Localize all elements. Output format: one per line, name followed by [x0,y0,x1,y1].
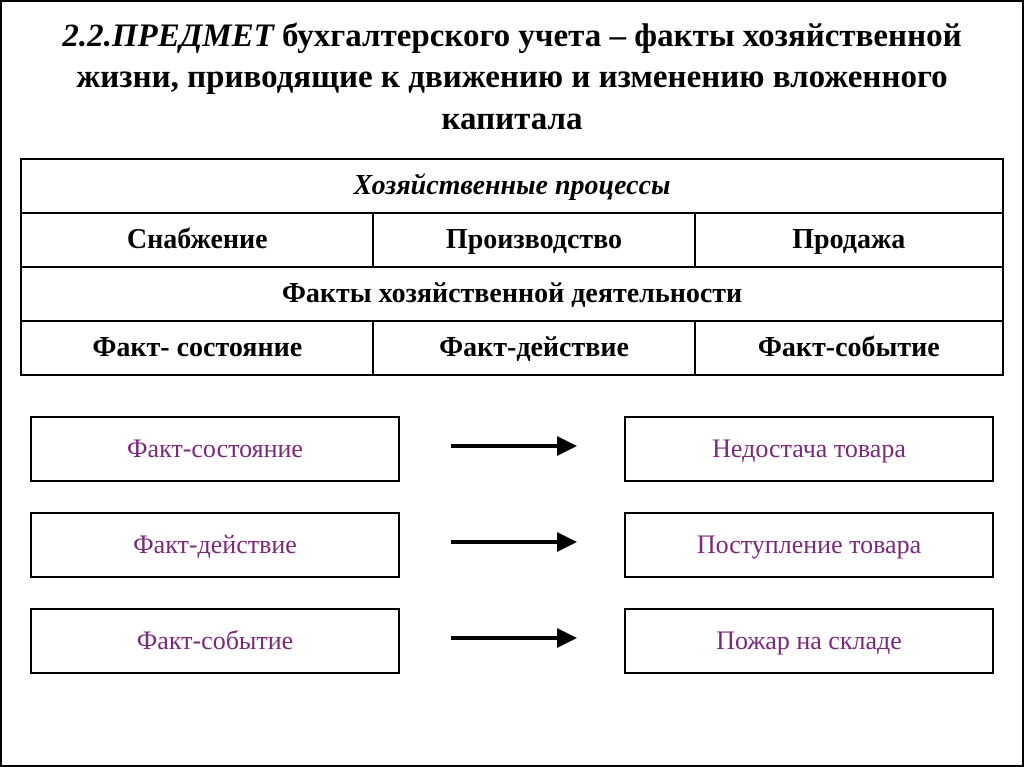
cell-fact-state: Факт- состояние [21,321,373,375]
pair-right-box: Недостача товара [624,416,994,482]
pairs-area: Факт-состояние Недостача товара Факт-дей… [20,416,1004,674]
cell-supply: Снабжение [21,213,373,267]
title-prefix: 2.2.ПРЕДМЕТ [62,18,273,54]
arrow-cell [400,434,624,463]
table-row-facts: Факт- состояние Факт-действие Факт-событ… [21,321,1003,375]
header-cell-processes: Хозяйственные процессы [21,159,1003,213]
page-title: 2.2.ПРЕДМЕТ бухгалтерского учета – факты… [20,16,1004,140]
table-row-processes: Снабжение Производство Продажа [21,213,1003,267]
pair-left-box: Факт-состояние [30,416,400,482]
table-header-2: Факты хозяйственной деятельности [21,267,1003,321]
cell-sale: Продажа [695,213,1003,267]
pair-row: Факт-событие Пожар на складе [30,608,994,674]
pair-right-box: Пожар на складе [624,608,994,674]
pair-left-box: Факт-событие [30,608,400,674]
main-table: Хозяйственные процессы Снабжение Произво… [20,158,1004,376]
arrow-icon [447,434,577,458]
header-cell-facts: Факты хозяйственной деятельности [21,267,1003,321]
cell-fact-event: Факт-событие [695,321,1003,375]
arrow-icon [447,626,577,650]
table-header-1: Хозяйственные процессы [21,159,1003,213]
cell-fact-action: Факт-действие [373,321,694,375]
pair-right-box: Поступление товара [624,512,994,578]
pair-left-box: Факт-действие [30,512,400,578]
arrow-cell [400,626,624,655]
pair-row: Факт-действие Поступление товара [30,512,994,578]
cell-production: Производство [373,213,694,267]
arrow-icon [447,530,577,554]
pair-row: Факт-состояние Недостача товара [30,416,994,482]
arrow-cell [400,530,624,559]
